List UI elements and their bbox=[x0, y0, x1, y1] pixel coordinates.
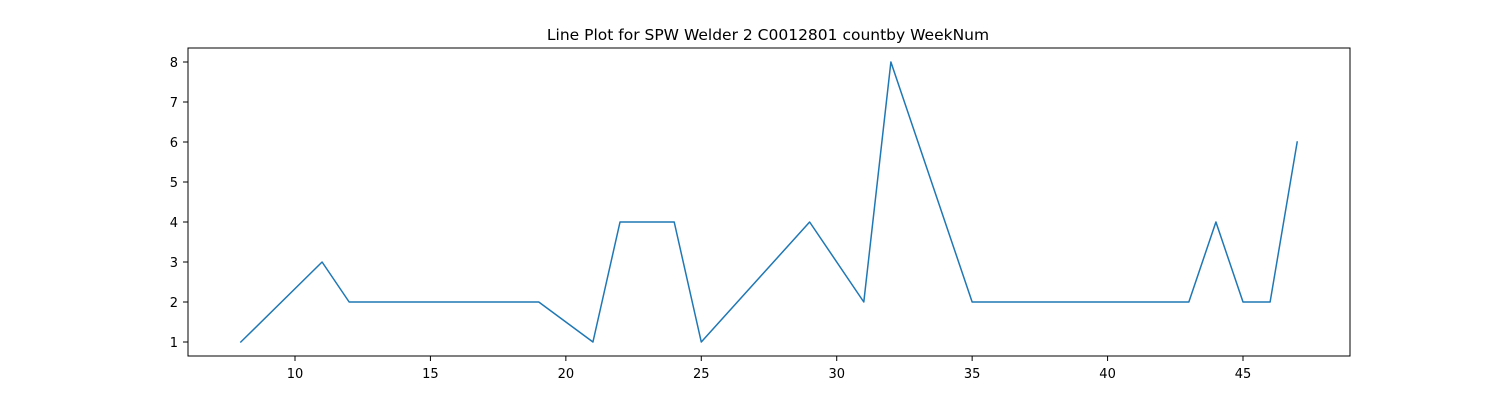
x-tick-label: 25 bbox=[693, 367, 710, 382]
y-tick-label: 7 bbox=[170, 96, 178, 111]
y-tick-label: 4 bbox=[170, 216, 178, 231]
y-tick-label: 8 bbox=[170, 56, 178, 71]
x-tick-label: 40 bbox=[1099, 367, 1116, 382]
y-tick-label: 1 bbox=[170, 336, 178, 351]
series-line-0 bbox=[239, 61, 1299, 344]
x-tick-label: 30 bbox=[828, 367, 845, 382]
x-tick-label: 10 bbox=[287, 367, 304, 382]
y-tick-label: 2 bbox=[170, 296, 178, 311]
x-tick-label: 45 bbox=[1235, 367, 1252, 382]
axes-frame bbox=[187, 47, 1351, 357]
x-tick-label: 15 bbox=[422, 367, 439, 382]
x-tick-label: 35 bbox=[964, 367, 981, 382]
y-tick-label: 3 bbox=[170, 256, 178, 271]
chart-title: Line Plot for SPW Welder 2 C0012801 coun… bbox=[547, 26, 989, 44]
y-tick-label: 6 bbox=[170, 136, 178, 151]
y-tick-label: 5 bbox=[170, 176, 178, 191]
x-tick-label: 20 bbox=[558, 367, 575, 382]
